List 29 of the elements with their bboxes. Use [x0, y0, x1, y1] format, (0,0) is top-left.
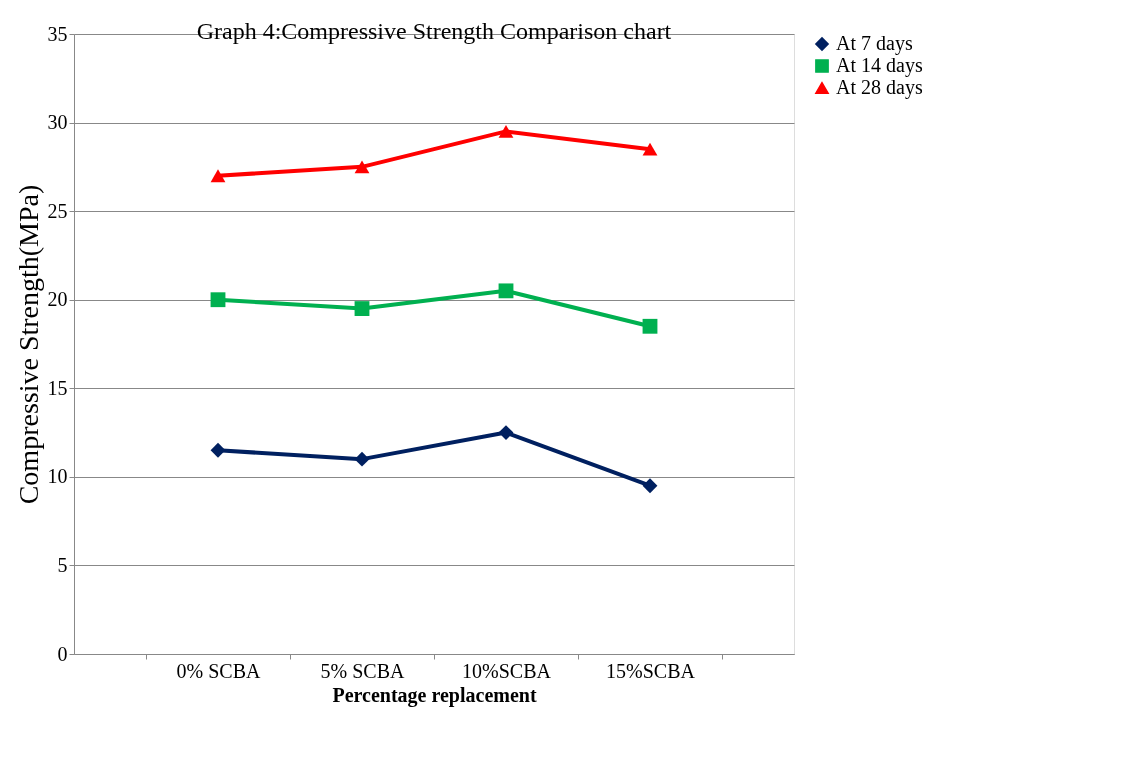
point: [210, 292, 226, 308]
point: [354, 160, 370, 174]
point: [210, 442, 226, 458]
point: [498, 283, 514, 299]
point: [354, 301, 370, 316]
x-tick-label: 0% SCBA: [176, 659, 262, 682]
y-tick-label: 25: [47, 199, 68, 222]
point: [642, 142, 658, 156]
x-tick-label: 10%SCBA: [462, 659, 552, 682]
y-tick-label: 0: [57, 642, 68, 665]
legend-label: At 14 days: [836, 54, 923, 77]
legend-label: At 7 days: [836, 32, 913, 55]
x-axis-title: Percentage replacement: [332, 683, 537, 707]
y-tick-label: 15: [47, 376, 68, 399]
point: [354, 451, 370, 467]
x-tick-label: 5% SCBA: [320, 659, 406, 682]
y-tick-label: 35: [47, 22, 68, 45]
y-tick-label: 30: [47, 111, 68, 134]
point: [642, 318, 658, 334]
point: [498, 125, 514, 138]
y-tick-label: 5: [57, 553, 68, 576]
point: [642, 478, 658, 494]
y-tick-label: 20: [47, 288, 68, 311]
legend-label: At 28 days: [836, 76, 923, 99]
y-tick-label: 10: [47, 465, 68, 488]
chart-title: Graph 4:Compressive Strength Comparison chart: [196, 18, 672, 44]
y-axis-title: Compressive Strength(MPa): [12, 184, 44, 505]
point: [210, 169, 226, 183]
x-tick-label: 15%SCBA: [606, 659, 696, 682]
